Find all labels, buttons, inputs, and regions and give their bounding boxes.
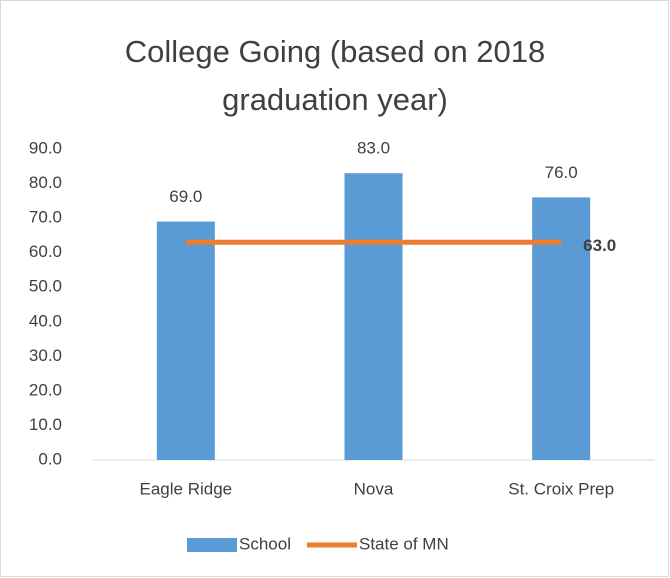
x-tick-label: St. Croix Prep <box>508 479 614 498</box>
y-tick-label: 20.0 <box>29 380 62 399</box>
y-tick-label: 0.0 <box>38 449 62 468</box>
x-tick-label: Eagle Ridge <box>140 479 233 498</box>
legend-label: School <box>239 534 291 553</box>
y-tick-label: 50.0 <box>29 277 62 296</box>
data-label: 83.0 <box>357 139 390 158</box>
chart-title: College Going (based on 2018 graduation … <box>124 34 546 117</box>
y-tick-label: 80.0 <box>29 173 62 192</box>
y-tick-label: 70.0 <box>29 208 62 227</box>
y-tick-label: 40.0 <box>29 311 62 330</box>
bar <box>532 197 591 460</box>
legend-swatch <box>187 538 237 552</box>
bar <box>156 221 215 460</box>
data-label: 76.0 <box>545 163 578 182</box>
y-tick-label: 30.0 <box>29 346 62 365</box>
data-label: 63.0 <box>583 236 616 255</box>
bar <box>344 173 403 460</box>
y-tick-label: 90.0 <box>29 138 62 157</box>
data-label: 69.0 <box>169 187 202 206</box>
y-tick-label: 10.0 <box>29 415 62 434</box>
x-tick-label: Nova <box>354 479 394 498</box>
y-tick-label: 60.0 <box>29 242 62 261</box>
legend-label: State of MN <box>359 534 449 553</box>
